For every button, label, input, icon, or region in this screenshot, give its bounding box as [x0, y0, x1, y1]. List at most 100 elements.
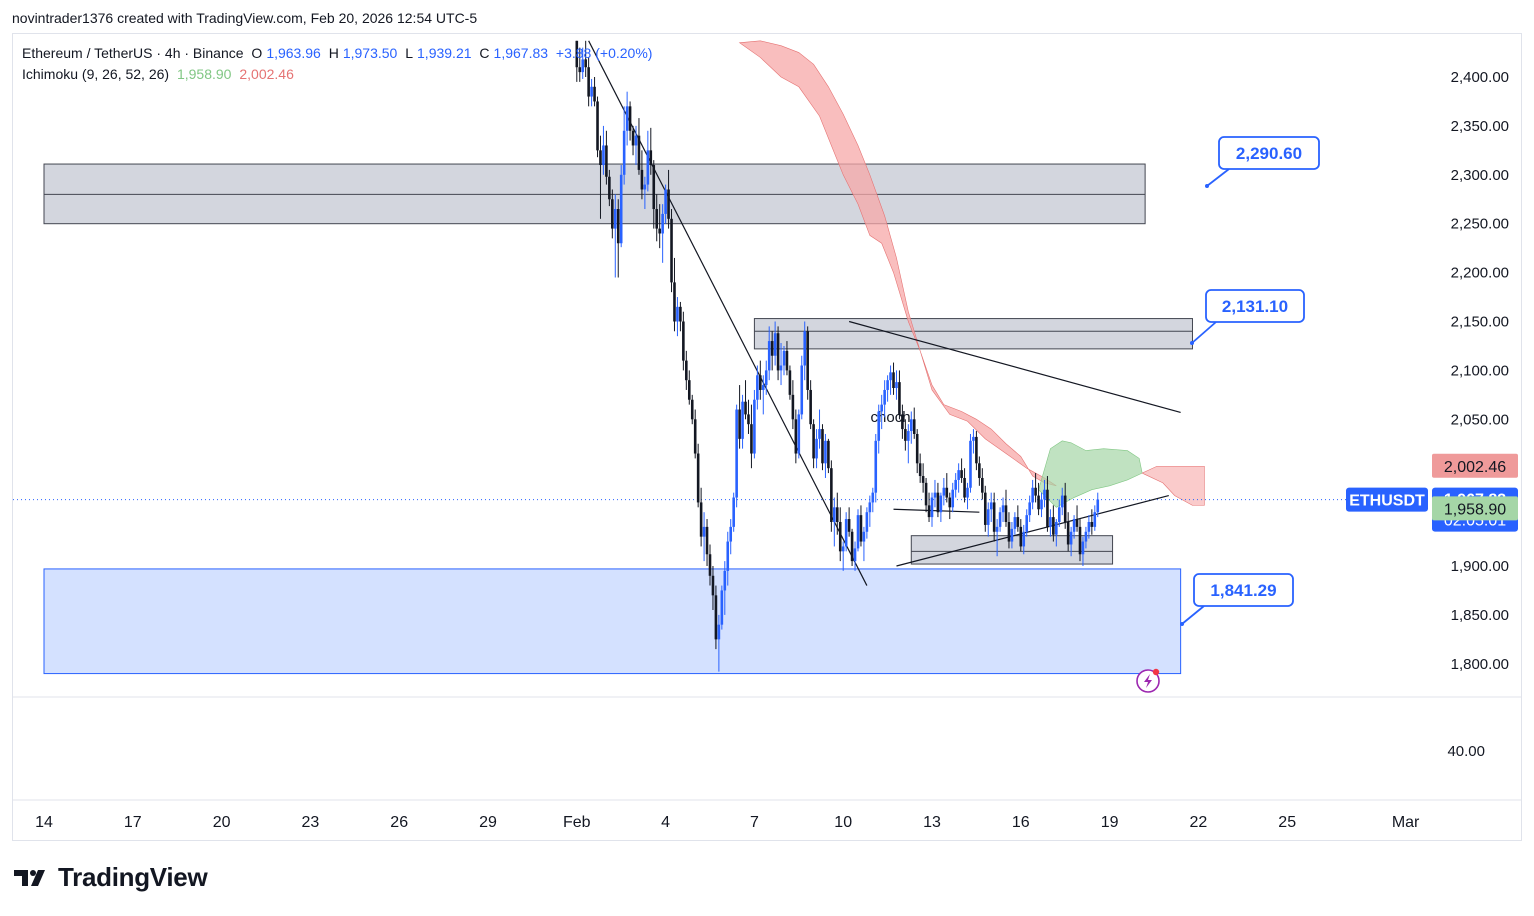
candle-body [874, 440, 878, 493]
candle-body [643, 184, 647, 190]
candle-body [921, 476, 925, 483]
candle-body [744, 401, 747, 415]
candle-body [756, 375, 759, 400]
candle-body [963, 477, 966, 498]
candle-body [664, 189, 667, 214]
candle-body [1010, 528, 1014, 542]
span_a-badge[interactable] [1432, 496, 1518, 521]
lightning-alert-icon[interactable] [1136, 668, 1160, 693]
candle-body [593, 86, 596, 102]
span_b-badge[interactable] [1432, 453, 1518, 478]
candle-body [634, 135, 638, 146]
symbol-name[interactable]: Ethereum / TetherUS · 4h · Binance [22, 45, 244, 61]
candle-body [640, 169, 644, 190]
descending-trendline-upper[interactable] [848, 320, 1181, 414]
candle-body [625, 106, 629, 131]
indicator-name[interactable]: Ichimoku (9, 26, 52, 26) [22, 66, 170, 82]
x-tick-label: 14 [35, 814, 53, 831]
y-tick-label: 2,100.00 [1451, 362, 1509, 379]
candle-body [667, 189, 670, 219]
candle-body [599, 150, 602, 166]
callout-box[interactable] [1218, 136, 1320, 170]
y-tick-label: 2,300.00 [1451, 167, 1509, 184]
y-tick-label: 2,150.00 [1451, 314, 1509, 331]
ascending-trendline[interactable] [896, 495, 1169, 567]
indicator-legend[interactable]: Ichimoku (9, 26, 52, 26) 1,958.90 2,002.… [22, 66, 298, 82]
candle-body [859, 515, 863, 542]
candle-body [764, 370, 768, 386]
candle-body [889, 372, 892, 381]
candle-body [788, 370, 792, 395]
candle-body [901, 414, 904, 430]
callout-pointer [1191, 321, 1217, 344]
candle-body [850, 531, 854, 562]
x-tick-label: 23 [302, 814, 320, 831]
candle-body [960, 470, 963, 478]
callout-box[interactable] [1205, 289, 1305, 323]
candle-body [685, 360, 688, 381]
candle-body [1078, 526, 1082, 555]
tradingview-logo[interactable]: TradingView [14, 862, 208, 893]
candle-body [1016, 517, 1020, 527]
candle-body [699, 502, 703, 537]
tradingview-logo-icon [14, 869, 45, 886]
demand-zone-blue[interactable] [43, 568, 1182, 675]
candle-body [1013, 517, 1017, 529]
brand-name: TradingView [58, 862, 208, 892]
candle-body [972, 436, 975, 441]
choch-level-line[interactable] [893, 508, 980, 513]
y-tick-label: 2,350.00 [1451, 118, 1509, 135]
callout-price-label: 1,841.29 [1210, 581, 1276, 600]
candle-body [714, 595, 718, 640]
candle-body [652, 165, 656, 210]
symbol-legend[interactable]: Ethereum / TetherUS · 4h · Binance O 1,96… [22, 45, 656, 61]
candle-body [983, 492, 987, 525]
callout-price-label: 2,290.60 [1236, 144, 1302, 163]
candle-body [723, 570, 727, 591]
candle-body [738, 409, 741, 439]
x-tick-label: 4 [661, 814, 670, 831]
callout-anchor [1180, 622, 1184, 626]
candle-body [779, 365, 783, 371]
candle-body [655, 209, 659, 229]
symbol-badge[interactable] [1346, 487, 1428, 512]
candle-body [818, 429, 821, 439]
candle-body [750, 424, 753, 454]
candle-body [912, 419, 916, 434]
candle-body [590, 86, 593, 97]
candle-body [809, 389, 812, 425]
candle-body [578, 67, 582, 73]
callout-box[interactable] [1193, 573, 1294, 607]
callout-pointer [1206, 168, 1230, 187]
candle-body [776, 333, 780, 371]
candle-body [877, 411, 881, 441]
candle-body [880, 404, 883, 412]
candle-body [602, 145, 605, 166]
x-tick-label: 29 [479, 814, 497, 831]
x-tick-label: 13 [923, 814, 941, 831]
x-tick-label: Feb [563, 814, 591, 831]
supply-zone-mid[interactable] [753, 318, 1193, 350]
candle-body [1081, 541, 1085, 555]
close-label: C [479, 45, 490, 61]
x-tick-label: 20 [213, 814, 231, 831]
candle-body [767, 341, 771, 371]
callouts-layer: 2,290.60 2,131.10 1,841.29 [1180, 136, 1320, 626]
candle-body [702, 526, 706, 537]
candle-body [886, 380, 889, 390]
low-value: 1,939.21 [417, 45, 472, 61]
candle-body [918, 463, 922, 477]
candle-body [821, 429, 824, 464]
candle-body [705, 526, 709, 555]
candle-body [584, 59, 587, 68]
candle-body [622, 130, 626, 175]
candle-body [915, 433, 919, 464]
y-tick-label: 2,250.00 [1451, 216, 1509, 233]
candle-body [687, 380, 691, 400]
descending-trendline-main[interactable] [588, 40, 868, 586]
open-value: 1,963.96 [266, 45, 321, 61]
candle-body [782, 350, 786, 366]
candle-body [936, 492, 940, 513]
